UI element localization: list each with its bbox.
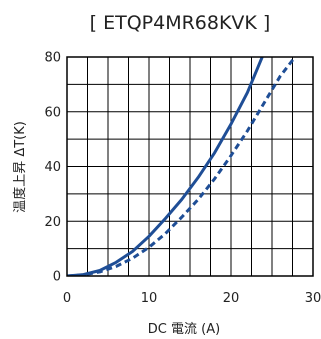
- y-tick-label: 20: [44, 215, 61, 230]
- y-tick-label: 60: [44, 105, 61, 120]
- x-tick-label: 30: [305, 291, 321, 306]
- series-line-dashed: [67, 57, 297, 276]
- y-tick-label: 0: [53, 270, 61, 285]
- chart-grid: [67, 57, 313, 276]
- x-tick-label: 10: [141, 291, 158, 306]
- y-tick-labels: 0 20 40 60 80: [44, 51, 61, 285]
- x-tick-labels: 0 10 20 30: [63, 291, 321, 306]
- x-tick-label: 20: [223, 291, 240, 306]
- y-axis-label: 温度上昇 ΔT(K): [12, 121, 28, 213]
- chart-title: [ ETQP4MR68KVK ]: [90, 12, 271, 34]
- x-tick-label: 0: [63, 291, 71, 306]
- y-tick-label: 40: [44, 160, 61, 175]
- chart-curves: [67, 57, 297, 276]
- y-tick-label: 80: [44, 51, 61, 66]
- x-axis-label: DC 電流 (A): [148, 322, 220, 337]
- plot-area-frame: [66, 56, 314, 277]
